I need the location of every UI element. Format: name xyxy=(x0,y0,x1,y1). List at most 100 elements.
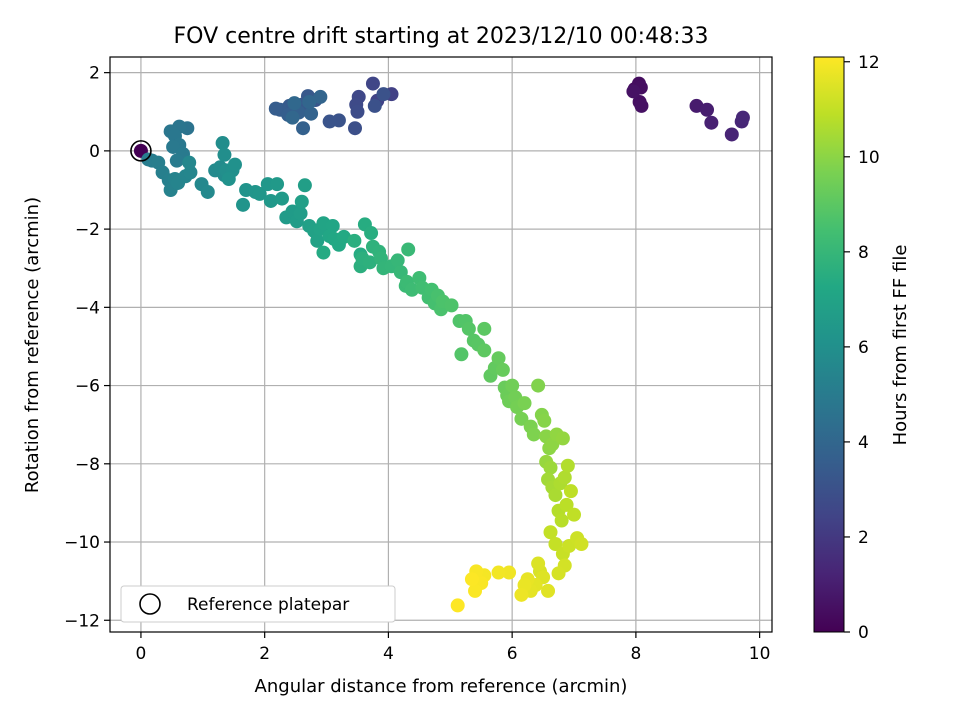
data-point xyxy=(166,139,181,154)
x-tick-label: 10 xyxy=(749,644,771,664)
colorbar-tick-label: 8 xyxy=(858,243,869,263)
data-point xyxy=(548,488,563,503)
data-point xyxy=(169,153,184,168)
data-point xyxy=(689,98,704,113)
data-point xyxy=(252,186,267,201)
y-tick-label: −12 xyxy=(64,611,100,631)
data-point xyxy=(567,507,582,522)
data-point xyxy=(557,470,572,485)
colorbar-label: Hours from first FF file xyxy=(890,245,911,446)
scatter-points xyxy=(130,76,750,613)
data-point xyxy=(322,114,337,129)
y-tick-label: 0 xyxy=(89,142,100,162)
colorbar xyxy=(813,56,845,633)
data-point xyxy=(454,347,469,362)
data-point xyxy=(554,513,569,528)
data-point xyxy=(236,197,251,212)
y-tick-label: −4 xyxy=(75,298,100,318)
data-point xyxy=(310,233,325,248)
data-point xyxy=(468,583,483,598)
legend-box xyxy=(120,585,396,623)
data-point xyxy=(364,226,379,241)
data-point xyxy=(531,556,546,571)
data-point xyxy=(559,497,574,512)
data-point xyxy=(555,431,570,446)
data-point xyxy=(217,147,232,162)
data-point xyxy=(563,484,578,499)
data-point xyxy=(495,362,510,377)
legend-reference-marker xyxy=(139,593,161,615)
data-point xyxy=(700,102,715,117)
y-tick-label: −8 xyxy=(75,455,100,475)
data-point xyxy=(287,96,302,111)
data-point xyxy=(517,396,532,411)
y-axis-ticks: −12 −10 −8 −6 −4 −2 0 2 xyxy=(64,64,110,631)
data-point xyxy=(626,84,641,99)
data-point xyxy=(735,110,750,125)
data-point xyxy=(541,583,556,598)
x-tick-label: 0 xyxy=(136,644,147,664)
data-point xyxy=(348,121,363,136)
data-point xyxy=(336,229,351,244)
y-tick-label: −6 xyxy=(75,377,100,397)
colorbar-tick-label: 10 xyxy=(858,148,880,168)
data-point xyxy=(274,191,289,206)
data-point xyxy=(531,378,546,393)
data-point xyxy=(304,106,319,121)
data-point xyxy=(526,427,541,442)
data-point xyxy=(444,298,459,313)
data-point xyxy=(302,94,317,109)
legend-reference-label: Reference platepar xyxy=(187,595,349,615)
data-point xyxy=(477,343,492,358)
colorbar-tick-label: 4 xyxy=(858,433,869,453)
data-point xyxy=(221,172,236,187)
data-point xyxy=(365,76,380,91)
x-tick-label: 4 xyxy=(383,644,394,664)
y-tick-label: 2 xyxy=(89,64,100,84)
data-point xyxy=(404,282,419,297)
data-point xyxy=(316,245,331,260)
y-tick-label: −10 xyxy=(64,533,100,553)
data-point xyxy=(270,177,285,192)
data-point xyxy=(450,598,465,613)
chart-title: FOV centre drift starting at 2023/12/10 … xyxy=(174,24,709,49)
colorbar-tick-label: 2 xyxy=(858,528,869,548)
data-point xyxy=(543,525,558,540)
data-point xyxy=(297,178,312,193)
x-axis-ticks: 0 2 4 6 8 10 xyxy=(136,632,771,664)
reference-marker xyxy=(130,140,152,162)
data-point xyxy=(548,536,563,551)
data-point xyxy=(401,242,416,257)
data-point xyxy=(704,115,719,130)
data-point xyxy=(505,378,520,393)
data-point xyxy=(502,565,517,580)
data-point xyxy=(182,155,197,170)
data-point xyxy=(347,233,362,248)
x-tick-label: 8 xyxy=(630,644,641,664)
data-point xyxy=(285,110,300,125)
data-point xyxy=(461,321,476,336)
data-point xyxy=(313,89,328,104)
data-point xyxy=(268,101,283,116)
data-point xyxy=(362,255,377,270)
data-point xyxy=(350,104,365,119)
x-axis-label: Angular distance from reference (arcmin) xyxy=(255,676,628,697)
data-point xyxy=(376,87,391,102)
data-point xyxy=(491,565,506,580)
colorbar-ticks: 0 2 4 6 8 10 12 xyxy=(844,53,880,643)
data-point xyxy=(491,351,506,366)
data-point xyxy=(390,253,405,268)
data-point xyxy=(296,121,311,136)
data-point xyxy=(724,127,739,142)
data-point xyxy=(263,193,278,208)
data-point xyxy=(543,460,558,475)
data-point xyxy=(464,572,479,587)
data-point xyxy=(514,411,529,426)
grid-lines xyxy=(110,57,772,632)
legend: Reference platepar xyxy=(120,585,396,623)
x-tick-label: 6 xyxy=(507,644,518,664)
colorbar-tick-label: 6 xyxy=(858,338,869,358)
data-point xyxy=(227,157,242,172)
